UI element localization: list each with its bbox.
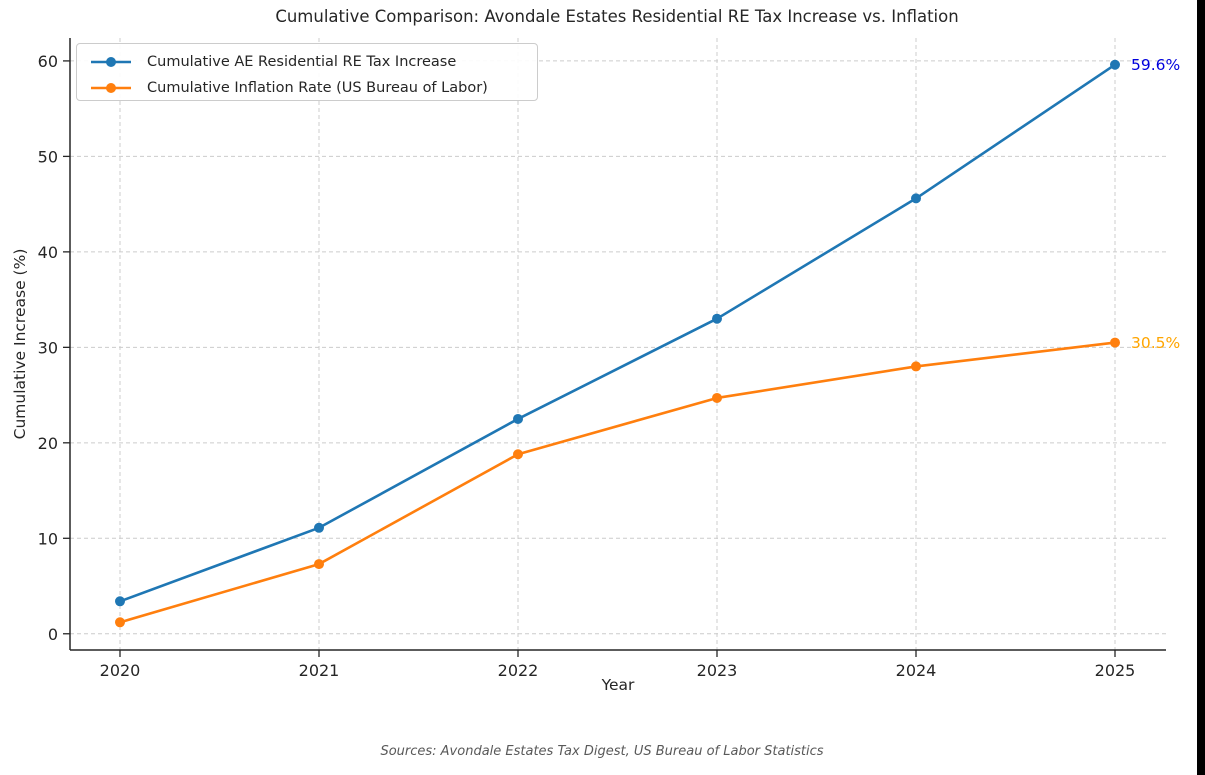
x-tick-label: 2020 [100, 661, 141, 680]
x-tick-label: 2024 [896, 661, 937, 680]
y-tick-label: 20 [38, 434, 58, 453]
data-point [314, 522, 324, 533]
chart-title: Cumulative Comparison: Avondale Estates … [275, 7, 959, 26]
x-tick-label: 2023 [697, 661, 738, 680]
data-point [513, 413, 523, 424]
y-tick-label: 60 [38, 52, 58, 71]
legend-item-0: Cumulative AE Residential RE Tax Increas… [89, 49, 527, 75]
data-point [513, 449, 523, 460]
series-line-1 [118, 341, 1117, 624]
data-point [115, 596, 125, 607]
y-tick-label: 40 [38, 243, 58, 262]
window-right-edge [1197, 0, 1205, 775]
data-point [1110, 337, 1120, 348]
y-tick-label: 0 [48, 625, 58, 644]
legend-item-1: Cumulative Inflation Rate (US Bureau of … [89, 75, 527, 101]
y-axis-label: Cumulative Increase (%) [11, 248, 29, 440]
data-point [115, 617, 125, 628]
x-axis-label: Year [601, 676, 635, 694]
x-tick-label: 2025 [1095, 661, 1136, 680]
y-tick-label: 10 [38, 529, 58, 548]
legend-label: Cumulative AE Residential RE Tax Increas… [147, 54, 457, 70]
end-value-label: 30.5% [1131, 334, 1180, 352]
data-point [911, 361, 921, 372]
source-note: Sources: Avondale Estates Tax Digest, US… [380, 744, 824, 759]
data-point [911, 193, 921, 204]
data-point [712, 392, 722, 403]
y-tick-label: 30 [38, 338, 58, 357]
data-point [1110, 59, 1120, 70]
x-tick-label: 2022 [498, 661, 539, 680]
y-tick-label: 50 [38, 147, 58, 166]
legend-label: Cumulative Inflation Rate (US Bureau of … [147, 80, 488, 96]
legend: Cumulative AE Residential RE Tax Increas… [76, 43, 538, 101]
data-point [314, 559, 324, 570]
legend-line-sample-icon [91, 57, 131, 67]
series-line-0 [118, 63, 1117, 603]
data-point [712, 313, 722, 324]
x-tick-label: 2021 [299, 661, 340, 680]
legend-line-sample-icon [91, 83, 131, 93]
end-value-label: 59.6% [1131, 56, 1180, 74]
